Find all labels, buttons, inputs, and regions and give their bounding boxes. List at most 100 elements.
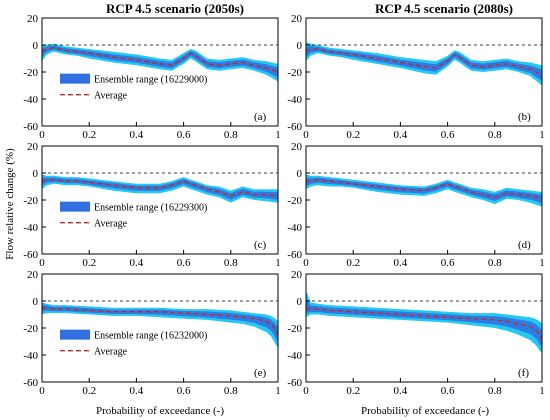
x-tick-label: 0.2 xyxy=(82,385,96,397)
y-tick-label: -40 xyxy=(23,350,38,362)
y-tick-label: -60 xyxy=(287,377,302,389)
y-tick-label: -60 xyxy=(23,121,38,133)
y-tick-label: -60 xyxy=(23,377,38,389)
x-tick-label: 0.4 xyxy=(130,129,144,141)
ensemble-range-core xyxy=(306,298,542,347)
average-line xyxy=(306,179,543,200)
x-tick-label: 0 xyxy=(303,385,309,397)
legend-range-swatch xyxy=(60,329,90,340)
legend-range-label: Ensemble range (16229300) xyxy=(94,203,207,214)
ensemble-range-core xyxy=(42,45,278,78)
panel-e: 200-20-40-600 0.2 0.4 0.6 0.8 1(e)Ensemble ra… xyxy=(23,269,280,397)
x-tick-label: 0.8 xyxy=(488,129,502,141)
ensemble-range-core xyxy=(42,304,278,343)
panel-label: (a) xyxy=(254,111,267,123)
ensemble-range-core xyxy=(42,177,278,200)
legend-range-swatch xyxy=(60,201,90,212)
y-tick-label: -60 xyxy=(287,249,302,261)
y-tick-label: -40 xyxy=(287,94,302,106)
plot-frame xyxy=(41,17,279,127)
panel-label: (b) xyxy=(518,111,531,123)
y-tick-label: 20 xyxy=(27,269,39,281)
y-tick-label: -60 xyxy=(287,121,302,133)
panel-a: 200-20-40-600 0.2 0.4 0.6 0.8 1(a)Ensemble ra… xyxy=(23,13,280,141)
x-tick-label: 0.4 xyxy=(130,257,144,269)
y-tick-label: 0 xyxy=(33,40,39,52)
legend-average-label: Average xyxy=(94,219,128,230)
x-tick-label: 0 xyxy=(39,257,45,269)
average-line xyxy=(41,179,279,197)
x-tick-label: 0.6 xyxy=(441,385,455,397)
y-tick-label: -40 xyxy=(23,222,38,234)
y-tick-label: -40 xyxy=(287,350,302,362)
y-tick-label: -60 xyxy=(23,249,38,261)
average-line xyxy=(305,307,543,340)
x-tick-label: 0.4 xyxy=(394,385,408,397)
panel-label: (c) xyxy=(254,239,267,251)
column-title-right: RCP 4.5 scenario (2080s) xyxy=(375,1,513,16)
x-tick-label: 0.2 xyxy=(346,129,360,141)
legend-range-label: Ensemble range (16229000) xyxy=(94,75,207,86)
y-axis-label: Flow relative change (%) xyxy=(4,148,16,260)
x-tick-label: 0.2 xyxy=(346,385,360,397)
x-tick-label: 0 xyxy=(39,385,45,397)
x-tick-label: 0.6 xyxy=(441,129,455,141)
x-tick-label: 0.6 xyxy=(441,257,455,269)
panel-label: (e) xyxy=(254,367,267,379)
panel-d: 200-20-40-600 0.2 0.4 0.6 0.8 1(d) xyxy=(287,141,544,269)
x-tick-label: 0.8 xyxy=(224,257,238,269)
y-tick-label: -40 xyxy=(23,94,38,106)
x-axis-label-right: Probability of exceedance (-) xyxy=(361,405,489,417)
y-tick-label: 0 xyxy=(297,40,303,52)
y-tick-label: -20 xyxy=(287,323,302,335)
panel-f: 200-20-40-600 0.2 0.4 0.6 0.8 1(f) xyxy=(287,269,544,397)
x-tick-label: 1 xyxy=(539,129,545,141)
x-tick-label: 1 xyxy=(275,385,281,397)
y-tick-label: -20 xyxy=(287,195,302,207)
plot-frame xyxy=(41,273,279,383)
x-tick-label: 0.4 xyxy=(394,257,408,269)
average-line xyxy=(41,47,279,73)
x-tick-label: 0.6 xyxy=(177,257,191,269)
y-tick-label: -20 xyxy=(287,67,302,79)
y-tick-label: -40 xyxy=(287,222,302,234)
x-tick-label: 0.6 xyxy=(177,129,191,141)
legend-range-label: Ensemble range (16232000) xyxy=(94,331,207,342)
x-tick-label: 0.2 xyxy=(82,129,96,141)
panel-label: (d) xyxy=(518,239,531,251)
x-tick-label: 0.6 xyxy=(177,385,191,397)
y-tick-label: -20 xyxy=(23,67,38,79)
y-tick-label: 20 xyxy=(291,13,303,25)
ensemble-range-band xyxy=(306,290,542,353)
y-tick-label: 0 xyxy=(297,296,303,308)
average-line xyxy=(42,307,279,336)
ensemble-range-core xyxy=(306,177,542,204)
x-tick-label: 0.2 xyxy=(346,257,360,269)
x-tick-label: 0.8 xyxy=(224,129,238,141)
panel-c: 200-20-40-600 0.2 0.4 0.6 0.8 1(c)Ensemble ra… xyxy=(23,141,280,269)
x-tick-label: 0 xyxy=(303,129,309,141)
panel-label: (f) xyxy=(518,367,529,379)
x-tick-label: 0 xyxy=(39,129,45,141)
legend-average-label: Average xyxy=(94,91,128,102)
y-tick-label: 0 xyxy=(297,168,303,180)
y-tick-label: 20 xyxy=(27,141,39,153)
plot-frame xyxy=(41,145,279,255)
x-tick-label: 1 xyxy=(275,129,281,141)
y-tick-label: 20 xyxy=(27,13,39,25)
x-tick-label: 0.8 xyxy=(224,385,238,397)
y-tick-label: 0 xyxy=(33,296,39,308)
x-tick-label: 1 xyxy=(539,385,545,397)
panels: 200-20-40-600 0.2 0.4 0.6 0.8 1(a)Ensemble ra… xyxy=(23,13,544,397)
y-tick-label: 20 xyxy=(291,141,303,153)
ensemble-range-core xyxy=(306,46,542,81)
legend-range-swatch xyxy=(60,73,90,84)
x-tick-label: 0.2 xyxy=(82,257,96,269)
y-tick-label: -20 xyxy=(23,323,38,335)
x-tick-label: 0.8 xyxy=(488,385,502,397)
average-line xyxy=(305,48,543,76)
y-tick-label: 0 xyxy=(33,168,39,180)
panel-b: 200-20-40-600 0.2 0.4 0.6 0.8 1(b) xyxy=(287,13,544,141)
y-tick-label: -20 xyxy=(23,195,38,207)
